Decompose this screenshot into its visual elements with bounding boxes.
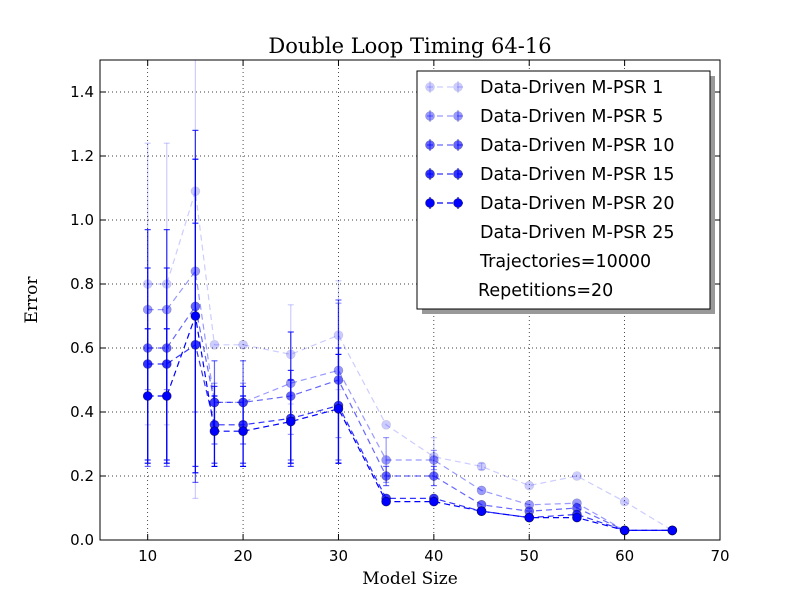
y-tick-label: 0.8 — [70, 275, 94, 293]
x-tick-label: 70 — [710, 547, 729, 565]
y-tick-label: 1.4 — [70, 83, 94, 101]
legend-marker — [425, 82, 435, 92]
data-point — [572, 512, 582, 523]
legend-marker — [453, 169, 463, 179]
y-axis-label: Error — [22, 276, 42, 324]
y-tick-label: 0.0 — [70, 531, 94, 549]
legend: Data-Driven M-PSR 1 Data-Driven M-PSR 5 Da… — [416, 70, 715, 314]
data-point — [190, 311, 201, 321]
legend-marker — [453, 111, 463, 121]
x-tick-label: 30 — [329, 547, 348, 565]
legend-marker — [453, 82, 463, 92]
data-point — [142, 391, 153, 401]
legend-label: Data-Driven M-PSR 20 — [480, 194, 674, 214]
data-point — [209, 426, 220, 437]
data-point — [381, 419, 391, 430]
y-tick-label: 1.2 — [70, 147, 94, 165]
plot-frame — [99, 59, 721, 541]
data-point — [476, 506, 487, 517]
data-point — [381, 471, 391, 481]
data-point — [429, 451, 439, 462]
legend-marker — [453, 198, 463, 208]
data-point — [238, 339, 248, 350]
data-point — [429, 471, 439, 481]
x-axis-label: Model Size — [362, 569, 458, 589]
legend-label: Data-Driven M-PSR 15 — [480, 165, 674, 185]
legend-box — [416, 70, 711, 310]
data-point — [524, 480, 535, 491]
y-tick-label: 0.4 — [70, 403, 94, 421]
series-line — [147, 191, 673, 531]
legend-label: Data-Driven M-PSR 10 — [480, 136, 674, 156]
data-point — [333, 403, 344, 414]
data-point — [238, 426, 248, 437]
y-tick-label: 1.0 — [70, 211, 94, 229]
legend-label: Data-Driven M-PSR 1 — [480, 78, 663, 98]
legend-label: Repetitions=20 — [478, 281, 613, 301]
y-tick-label: 0.2 — [70, 467, 94, 485]
data-point — [619, 496, 630, 507]
series-line — [147, 269, 673, 532]
series-line — [147, 304, 673, 532]
data-point — [429, 455, 439, 465]
series-5 — [142, 158, 678, 536]
legend-label: Data-Driven M-PSR 5 — [480, 107, 663, 127]
data-point — [476, 485, 487, 496]
legend-marker — [425, 169, 435, 179]
data-point — [285, 416, 296, 427]
x-tick-label: 10 — [138, 547, 157, 565]
data-point — [524, 512, 535, 523]
legend-marker — [425, 198, 435, 208]
data-point — [161, 391, 172, 401]
data-point — [381, 496, 391, 507]
data-point — [667, 525, 678, 536]
data-point — [619, 525, 630, 536]
x-tick-label: 50 — [520, 547, 539, 565]
data-point — [429, 496, 439, 507]
legend-marker — [425, 111, 435, 121]
data-point — [572, 471, 582, 481]
axis-ticks: 10 20 30 40 50 60 70 0.0 0.2 0.4 0.6 0.8 1.0 1.2 1.4 — [70, 60, 730, 565]
y-tick-label: 0.6 — [70, 339, 94, 357]
x-tick-label: 40 — [424, 547, 443, 565]
x-tick-label: 60 — [615, 547, 634, 565]
legend-label: Data-Driven M-PSR 25 — [480, 223, 674, 243]
series-line — [147, 343, 673, 532]
legend-marker — [453, 140, 463, 150]
legend-label: Trajectories=10000 — [479, 252, 651, 272]
chart-title: Double Loop Timing 64-16 — [268, 34, 551, 58]
series-line — [147, 313, 673, 532]
data-point — [476, 461, 487, 472]
series-layer — [142, 60, 678, 536]
data-point — [209, 339, 220, 350]
legend-marker — [425, 140, 435, 150]
x-tick-label: 20 — [234, 547, 253, 565]
data-point — [381, 455, 391, 465]
